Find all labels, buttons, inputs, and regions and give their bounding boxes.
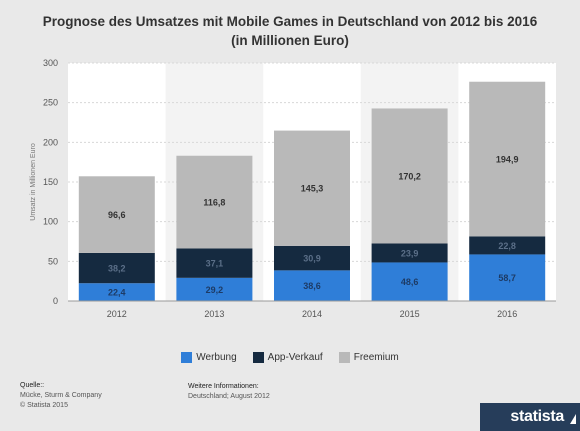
source-line1: Mücke, Sturm & Company (20, 392, 102, 399)
y-tick-label: 100 (43, 217, 58, 227)
data-label: 38,6 (303, 281, 321, 291)
bar-freemium (274, 130, 350, 246)
data-label: 48,6 (401, 277, 419, 287)
source-line2: © Statista 2015 (20, 402, 68, 409)
x-tick-label: 2016 (497, 309, 517, 319)
x-tick-label: 2013 (204, 309, 224, 319)
data-label: 194,9 (496, 155, 519, 165)
legend-item-app-verkauf[interactable]: App-Verkauf (252, 352, 323, 363)
chart-title: Prognose des Umsatzes mit Mobile Games i… (0, 12, 580, 50)
statista-logo-text: statista (510, 408, 564, 425)
y-tick-label: 250 (43, 98, 58, 108)
chart-title-line1: Prognose des Umsatzes mit Mobile Games i… (42, 14, 538, 29)
bar-app-verkauf (274, 245, 350, 271)
source-header: Quelle:: (20, 382, 45, 389)
legend-swatch (252, 352, 264, 363)
y-axis-label: Umsatz in Millionen Euro (30, 143, 37, 221)
legend-label: Werbung (196, 352, 237, 363)
bar-freemium (469, 81, 546, 237)
bar-app-verkauf (78, 252, 155, 284)
chart-legend: Werbung App-Verkauf Freemium (0, 352, 580, 363)
bar-werbung (274, 270, 350, 301)
bar-freemium (371, 108, 448, 244)
y-tick-label: 0 (53, 296, 58, 306)
data-label: 37,1 (206, 259, 224, 269)
y-tick-label: 50 (48, 256, 58, 266)
bar-werbung (176, 277, 253, 301)
data-label: 145,3 (301, 184, 324, 194)
info-line1: Deutschland; August 2012 (188, 393, 270, 400)
bar-app-verkauf (371, 243, 448, 263)
bar-werbung (469, 254, 546, 301)
statista-logo[interactable]: statista (480, 403, 580, 431)
data-label: 23,9 (401, 248, 419, 258)
bar-app-verkauf (176, 248, 253, 278)
legend-swatch (181, 352, 193, 363)
bar-app-verkauf (469, 236, 546, 255)
source-block: Quelle:: Mücke, Sturm & Company © Statis… (20, 381, 102, 411)
x-tick-label: 2012 (107, 309, 127, 319)
legend-swatch (338, 352, 350, 363)
data-label: 170,2 (398, 171, 421, 181)
y-tick-label: 300 (43, 58, 58, 68)
stacked-bar-chart: 0 50 100 150 200 250 300 Umsatz in Millionen Eu… (30, 58, 556, 319)
statista-logo-mark-icon (570, 414, 576, 424)
data-label: 30,9 (303, 254, 321, 264)
info-block: Weitere Informationen: Deutschland; Augu… (188, 382, 270, 402)
bar-freemium (176, 155, 253, 249)
legend-label: App-Verkauf (267, 352, 323, 363)
bar-werbung (78, 283, 155, 301)
legend-item-werbung[interactable]: Werbung (181, 352, 237, 363)
data-label: 58,7 (498, 273, 516, 283)
data-label: 38,2 (108, 264, 126, 274)
x-tick-label: 2014 (302, 309, 322, 319)
x-tick-label: 2015 (400, 309, 420, 319)
data-label: 116,8 (203, 198, 225, 208)
chart-title-line2: (in Millionen Euro) (231, 33, 349, 48)
bar-freemium (78, 176, 155, 253)
data-label: 22,4 (108, 288, 126, 298)
chart-area: 0 50 100 150 200 250 300 Umsatz in Millionen Eu… (0, 52, 580, 332)
data-label: 22,8 (498, 241, 516, 251)
y-tick-label: 150 (43, 177, 58, 187)
data-label: 96,6 (108, 210, 126, 220)
bar-werbung (371, 262, 448, 301)
y-tick-label: 200 (43, 137, 58, 147)
info-header: Weitere Informationen: (188, 383, 259, 390)
legend-label: Freemium (353, 352, 399, 363)
data-label: 29,2 (206, 285, 224, 295)
legend-item-freemium[interactable]: Freemium (338, 352, 399, 363)
